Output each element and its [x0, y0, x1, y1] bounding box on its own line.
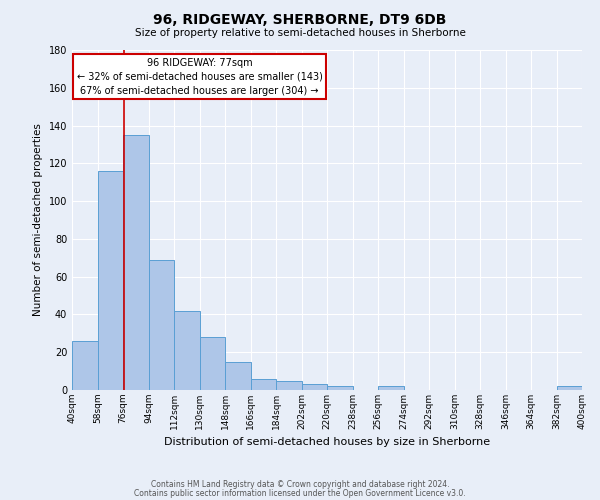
- Bar: [174, 310, 199, 390]
- Bar: [199, 337, 225, 390]
- Bar: [276, 380, 302, 390]
- Bar: [302, 384, 327, 390]
- Bar: [72, 341, 97, 390]
- Text: 96, RIDGEWAY, SHERBORNE, DT9 6DB: 96, RIDGEWAY, SHERBORNE, DT9 6DB: [154, 12, 446, 26]
- Bar: [123, 135, 149, 390]
- Text: Contains HM Land Registry data © Crown copyright and database right 2024.: Contains HM Land Registry data © Crown c…: [151, 480, 449, 489]
- Bar: [149, 260, 174, 390]
- Text: Size of property relative to semi-detached houses in Sherborne: Size of property relative to semi-detach…: [134, 28, 466, 38]
- Text: 96 RIDGEWAY: 77sqm
← 32% of semi-detached houses are smaller (143)
67% of semi-d: 96 RIDGEWAY: 77sqm ← 32% of semi-detache…: [77, 58, 322, 96]
- Bar: [378, 386, 404, 390]
- Y-axis label: Number of semi-detached properties: Number of semi-detached properties: [33, 124, 43, 316]
- Text: Contains public sector information licensed under the Open Government Licence v3: Contains public sector information licen…: [134, 489, 466, 498]
- Bar: [97, 171, 123, 390]
- Bar: [225, 362, 251, 390]
- Bar: [327, 386, 353, 390]
- X-axis label: Distribution of semi-detached houses by size in Sherborne: Distribution of semi-detached houses by …: [164, 438, 490, 448]
- Bar: [557, 386, 582, 390]
- Bar: [251, 378, 276, 390]
